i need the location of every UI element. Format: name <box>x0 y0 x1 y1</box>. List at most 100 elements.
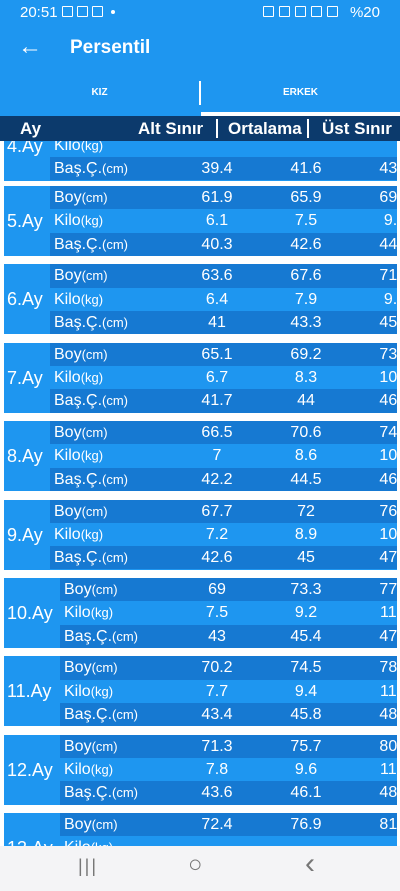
wifi-icon <box>295 6 306 17</box>
ort-value: 7.5 <box>294 212 318 230</box>
row-label: Kilo(kg) <box>54 369 103 386</box>
alt-value: 41.7 <box>201 392 233 410</box>
bas-row: Baş.Ç.(cm) 43.4 45.8 48.2 <box>60 702 400 727</box>
row-label-kilo: Kilo <box>64 761 91 779</box>
bas-row: Baş.Ç.(cm) 41.7 44 46.3 <box>50 389 400 413</box>
month-block: 6.AyBoy(cm)63.667.671.6Kilo(kg)6.47.99.7… <box>4 264 400 335</box>
boy-row: Boy(cm) 66.5 70.6 74.7 <box>50 421 400 445</box>
row-label-bas: Baş.Ç. <box>64 627 113 645</box>
ust-value: 47.4 <box>379 549 400 567</box>
row-label: Kilo(kg) <box>54 212 103 229</box>
row-label: Kilo(kg) <box>64 683 113 700</box>
row-label-bas: Baş.Ç. <box>64 705 113 723</box>
row-unit-cm: (cm) <box>81 503 108 519</box>
row-unit-cm: (cm) <box>102 314 129 330</box>
bas-row: Baş.Ç.(cm) 43.6 46.1 48.5 <box>60 781 400 805</box>
ort-value: 46.1 <box>290 784 322 802</box>
ust-value: 44.8 <box>379 235 400 253</box>
percentile-list[interactable]: 4.Ay Boy(cm) Kilo(kg) Baş.Ç.(cm) 39.4 41… <box>0 141 400 846</box>
row-unit-kg: (kg) <box>80 291 104 307</box>
ust-value: 9.2 <box>383 212 400 230</box>
page-title: Persentil <box>70 37 151 58</box>
status-left-icons <box>62 6 115 17</box>
row-label-bas: Baş.Ç. <box>64 784 113 802</box>
row-label-boy: Boy <box>64 659 92 677</box>
status-time: 20:51 <box>20 4 58 21</box>
ort-value: 45 <box>297 549 315 567</box>
ust-value: 46.9 <box>379 470 400 488</box>
image-icon <box>62 6 73 17</box>
month-label: 4.Ay <box>7 141 43 156</box>
alt-value: 71.3 <box>201 737 233 755</box>
ort-value: 70.6 <box>290 424 322 442</box>
boy-row: Boy(cm) 63.6 67.6 71.6 <box>50 264 400 288</box>
row-label: Baş.Ç.(cm) <box>54 392 128 409</box>
row-unit-cm: (cm) <box>102 550 129 566</box>
alt-value: 6.4 <box>205 290 229 308</box>
system-nav-bar: ||| ○ ‹ <box>0 846 400 891</box>
month-block: 4.Ay Boy(cm) Kilo(kg) Baş.Ç.(cm) 39.4 41… <box>4 141 400 181</box>
month-block: 10.AyBoy(cm)6973.377.6Kilo(kg)7.59.211.2… <box>4 578 400 648</box>
row-label: Boy(cm) <box>54 267 108 284</box>
row-label: Baş.Ç.(cm) <box>64 784 138 801</box>
ust-value: 76.2 <box>379 502 400 520</box>
kilo-row: Kilo(kg) 7.7 9.4 11.5 <box>60 679 400 703</box>
row-unit-cm: (cm) <box>112 628 139 644</box>
row-unit-kg: (kg) <box>90 762 114 778</box>
tab-erkek[interactable]: ERKEK <box>282 87 318 98</box>
ust-value: 69.9 <box>379 189 400 206</box>
kilo-row: Kilo(kg) 6.7 8.3 10.2 <box>50 366 400 390</box>
row-label-bas: Baş.Ç. <box>54 160 103 177</box>
bas-row: Baş.Ç.(cm) 42.6 45 47.4 <box>50 546 400 570</box>
row-label-kilo: Kilo <box>54 447 81 465</box>
ust-value: 80.2 <box>379 737 400 755</box>
ort-value: 74.5 <box>290 659 322 677</box>
header-ust-sinir: Üst Sınır <box>322 119 392 138</box>
home-icon[interactable]: ○ <box>188 851 203 878</box>
alt-value: 7.7 <box>205 682 229 700</box>
header-alt-sinir: Alt Sınır <box>138 119 204 138</box>
row-label-boy: Boy <box>54 267 82 285</box>
row-label-bas: Baş.Ç. <box>54 470 103 488</box>
row-label-kilo: Kilo <box>64 839 91 846</box>
row-label: Kilo(kg) <box>64 604 113 621</box>
ust-value: 11.8 <box>380 761 400 779</box>
tab-kiz[interactable]: KIZ <box>91 87 108 98</box>
row-label-boy: Boy <box>64 581 92 598</box>
row-unit-kg: (kg) <box>80 526 104 542</box>
row-label: Boy(cm) <box>64 816 118 833</box>
back-nav-icon[interactable]: ‹ <box>305 847 315 880</box>
back-arrow-icon[interactable]: ← <box>18 33 42 60</box>
boy-row: Boy(cm) 70.2 74.5 78.9 <box>60 656 400 680</box>
alt-value: 42.2 <box>201 470 233 488</box>
boy-row: Boy(cm) 69 73.3 77.6 <box>60 578 400 602</box>
bas-row: Baş.Ç.(cm) 39.4 41.6 43.9 <box>50 157 400 181</box>
ort-value: 7.9 <box>294 290 318 308</box>
ort-value: 75.7 <box>290 737 322 755</box>
boy-row: Boy(cm) 67.7 72 76.2 <box>50 499 400 523</box>
ust-value: 48.2 <box>379 705 400 723</box>
month-label: 9.Ay <box>7 524 43 545</box>
row-unit-kg: (kg) <box>80 370 104 386</box>
bas-row: Baş.Ç.(cm) 41 43.3 45.6 <box>50 310 400 335</box>
row-label-bas: Baş.Ç. <box>54 549 103 567</box>
alt-value: 39.4 <box>201 160 233 177</box>
row-label-boy: Boy <box>54 345 82 363</box>
row-unit-cm: (cm) <box>112 785 139 801</box>
row-unit-cm: (cm) <box>91 738 118 754</box>
row-label: Boy(cm) <box>64 581 118 598</box>
header-ay: Ay <box>20 119 42 138</box>
bas-row: Baş.Ç.(cm) 43 45.4 47.8 <box>60 624 400 648</box>
ust-value: 71.6 <box>379 267 400 285</box>
month-label: 12.Ay <box>7 759 53 780</box>
month-block: 11.AyBoy(cm)70.274.578.9Kilo(kg)7.79.411… <box>4 656 400 727</box>
alt-value: 6.7 <box>205 369 229 387</box>
alt-value: 7.2 <box>205 525 229 543</box>
row-unit-kg: (kg) <box>80 141 104 153</box>
kilo-row: Kilo(kg) 7 8.6 10.5 <box>50 444 400 468</box>
ust-value: 43.9 <box>379 160 400 177</box>
row-unit-kg: (kg) <box>90 683 114 699</box>
recents-icon[interactable]: ||| <box>78 856 99 876</box>
month-block: 5.AyBoy(cm)61.965.969.9Kilo(kg)6.17.59.2… <box>4 186 400 256</box>
bas-row: Baş.Ç.(cm) 42.2 44.5 46.9 <box>50 467 400 492</box>
